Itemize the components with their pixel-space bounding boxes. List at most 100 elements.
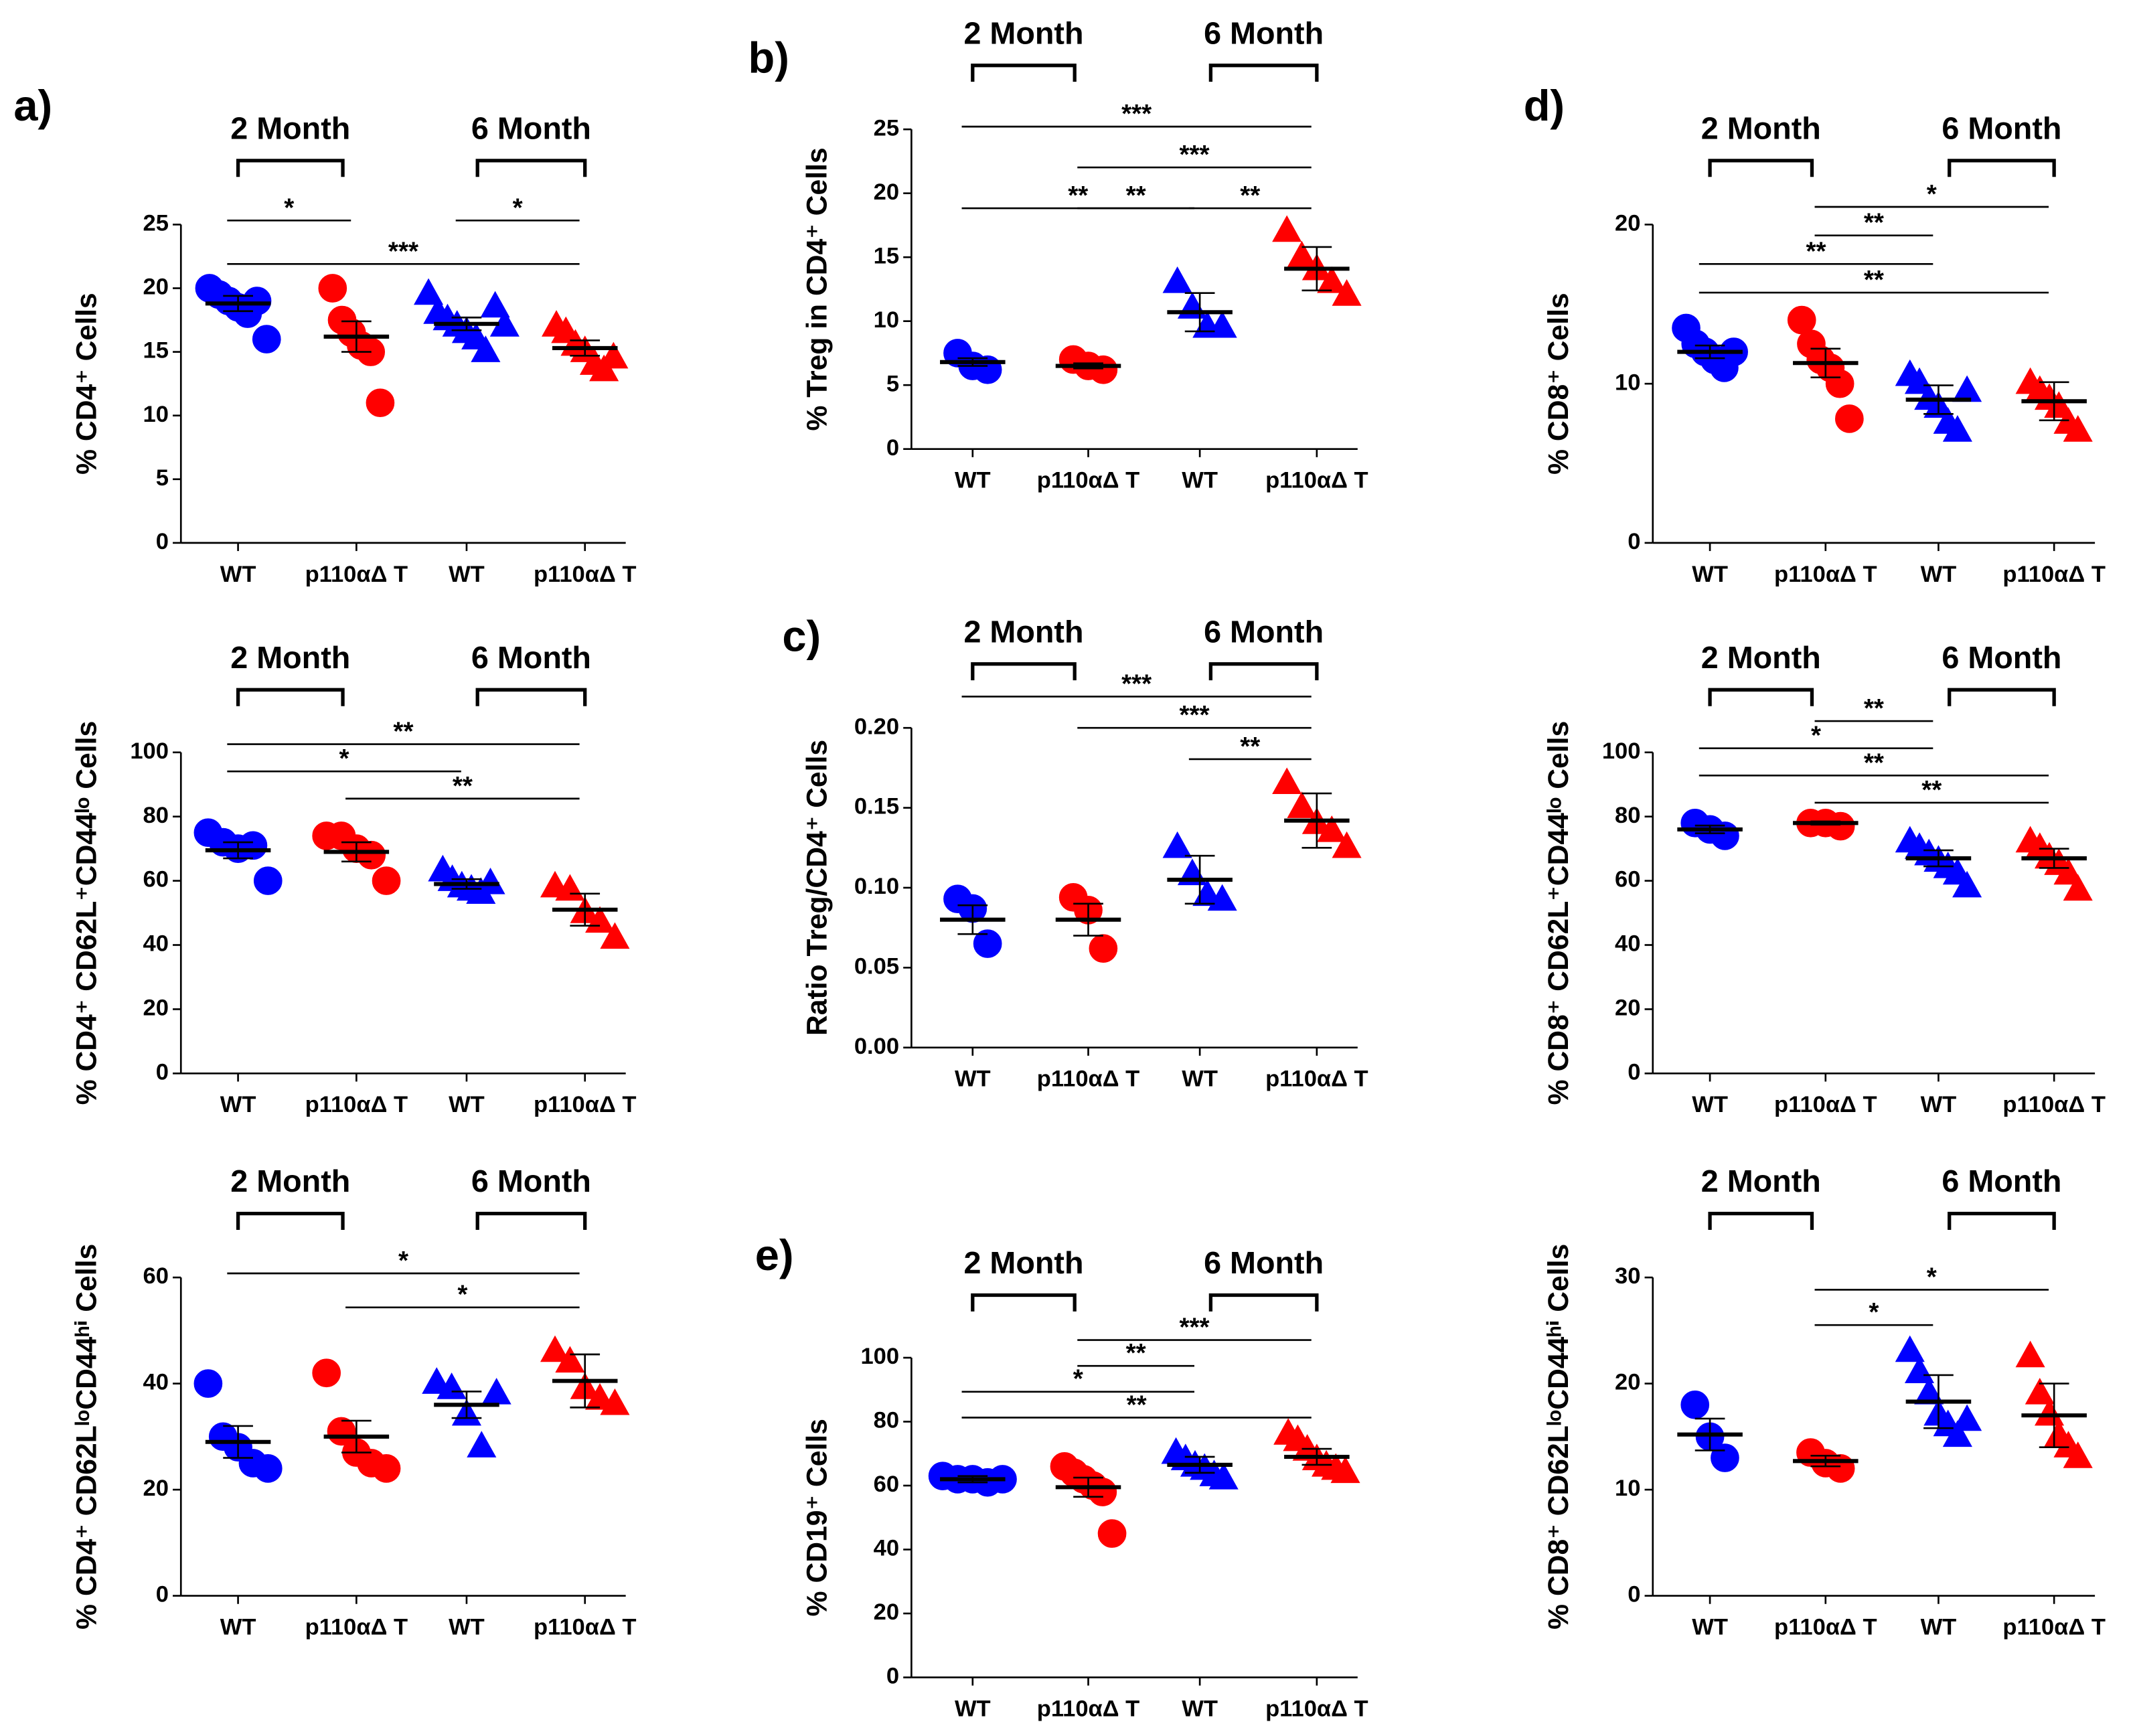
data-point <box>1272 215 1302 242</box>
x-tick-label: p110αΔ T <box>2002 1092 2106 1117</box>
data-point <box>540 1335 570 1362</box>
data-point <box>2034 1399 2065 1426</box>
data-point <box>1162 266 1192 293</box>
x-tick-label: WT <box>1182 468 1218 493</box>
significance-label: *** <box>1179 701 1209 730</box>
significance-label: * <box>284 193 294 222</box>
y-tick-label: 40 <box>874 1536 899 1561</box>
y-tick-label: 0 <box>1628 1582 1640 1607</box>
significance-label: ** <box>1240 732 1260 761</box>
y-tick-label: 25 <box>874 115 899 141</box>
y-axis-label: Ratio Treg/CD4⁺ Cells <box>801 740 833 1036</box>
y-tick-label: 15 <box>874 243 899 268</box>
x-tick-label: p110αΔ T <box>305 1092 408 1117</box>
data-point <box>600 1388 630 1415</box>
y-tick-label: 0 <box>1628 1059 1640 1085</box>
panel-label: e) <box>755 1231 794 1279</box>
group-label: 2 Month <box>1701 640 1821 675</box>
data-point <box>1942 415 1972 442</box>
x-tick-label: WT <box>1921 562 1957 587</box>
group-label: 2 Month <box>963 15 1083 50</box>
data-point <box>480 291 510 318</box>
y-tick-label: 40 <box>1615 931 1640 957</box>
significance-label: * <box>1811 722 1821 751</box>
y-tick-label: 5 <box>156 465 169 491</box>
y-tick-label: 20 <box>1615 211 1640 236</box>
group-label: 2 Month <box>230 111 350 146</box>
y-tick-label: 0 <box>886 1664 899 1689</box>
significance-label: * <box>457 1281 467 1310</box>
data-point <box>600 922 630 949</box>
group-bracket <box>475 688 587 706</box>
data-point <box>1088 1478 1117 1506</box>
y-tick-label: 20 <box>1615 1370 1640 1395</box>
significance-label: * <box>513 193 523 222</box>
significance-label: *** <box>1121 669 1152 698</box>
x-tick-label: WT <box>955 1067 991 1092</box>
y-tick-label: 0 <box>156 1582 169 1607</box>
x-tick-label: p110αΔ T <box>534 562 637 587</box>
data-point <box>312 1358 341 1388</box>
x-tick-label: p110αΔ T <box>1037 1696 1140 1721</box>
data-point <box>413 278 444 305</box>
group-bracket <box>1208 662 1319 681</box>
y-tick-label: 10 <box>874 307 899 333</box>
y-tick-label: 60 <box>143 1263 169 1289</box>
y-tick-label: 0.05 <box>854 953 899 979</box>
significance-label: ** <box>1240 181 1260 210</box>
y-tick-label: 10 <box>143 402 169 427</box>
data-point <box>1207 884 1237 911</box>
y-tick-label: 25 <box>143 211 169 236</box>
data-point <box>1272 767 1302 795</box>
y-tick-label: 40 <box>143 931 169 957</box>
significance-label: ** <box>393 718 413 746</box>
data-point <box>585 1383 615 1410</box>
significance-label: ** <box>1864 266 1884 295</box>
x-tick-label: p110αΔ T <box>1774 562 1877 587</box>
y-axis-label: % Treg in CD4⁺ Cells <box>801 147 833 430</box>
group-label: 6 Month <box>471 640 591 675</box>
y-tick-label: 20 <box>143 996 169 1021</box>
x-tick-label: p110αΔ T <box>534 1092 637 1117</box>
data-point <box>2053 858 2083 885</box>
y-tick-label: 40 <box>143 1370 169 1395</box>
significance-label: ** <box>1921 776 1942 805</box>
group-label: 2 Month <box>963 614 1083 649</box>
significance-label: *** <box>388 237 418 266</box>
significance-label: ** <box>1864 209 1884 238</box>
x-tick-label: p110αΔ T <box>1037 1067 1140 1092</box>
x-tick-label: WT <box>955 468 991 493</box>
y-axis-label: % CD4⁺ CD62LˡᵒCD44ʰⁱ Cells <box>70 1244 102 1630</box>
data-point <box>253 866 283 895</box>
data-point <box>1942 1420 1972 1447</box>
x-tick-label: p110αΔ T <box>1265 1696 1368 1721</box>
x-tick-label: WT <box>220 1092 256 1117</box>
significance-label: * <box>1073 1365 1083 1394</box>
data-point <box>467 1431 497 1457</box>
y-tick-label: 20 <box>143 1476 169 1501</box>
group-bracket <box>1948 688 2056 706</box>
data-point <box>1895 1335 1925 1362</box>
data-point <box>242 287 272 315</box>
data-point <box>1952 375 1982 402</box>
panel: a) 0 5 10 15 20 25 WT p110αΔ T WT p110αΔ T % CD4⁺ C… <box>13 81 636 587</box>
group-label: 2 Month <box>963 1245 1083 1280</box>
group-label: 6 Month <box>471 111 591 146</box>
x-tick-label: p110αΔ T <box>2002 1614 2106 1640</box>
panel-label: a) <box>13 81 52 130</box>
y-axis-label: % CD8⁺ CD62L⁺CD44ˡᵒ Cells <box>1543 721 1575 1105</box>
group-bracket <box>1708 688 1814 706</box>
y-tick-label: 5 <box>886 371 899 396</box>
significance-label: * <box>1927 180 1937 209</box>
data-point <box>1332 279 1362 306</box>
data-point <box>1904 1356 1935 1383</box>
y-tick-label: 80 <box>1615 803 1640 828</box>
group-bracket <box>236 1211 345 1230</box>
significance-label: *** <box>1179 141 1209 169</box>
x-tick-label: WT <box>449 1092 485 1117</box>
group-label: 2 Month <box>1701 1164 1821 1198</box>
x-tick-label: p110αΔ T <box>534 1614 637 1640</box>
y-axis-label: % CD4⁺ CD62L⁺CD44ˡᵒ Cells <box>70 721 102 1105</box>
y-tick-label: 20 <box>143 274 169 300</box>
